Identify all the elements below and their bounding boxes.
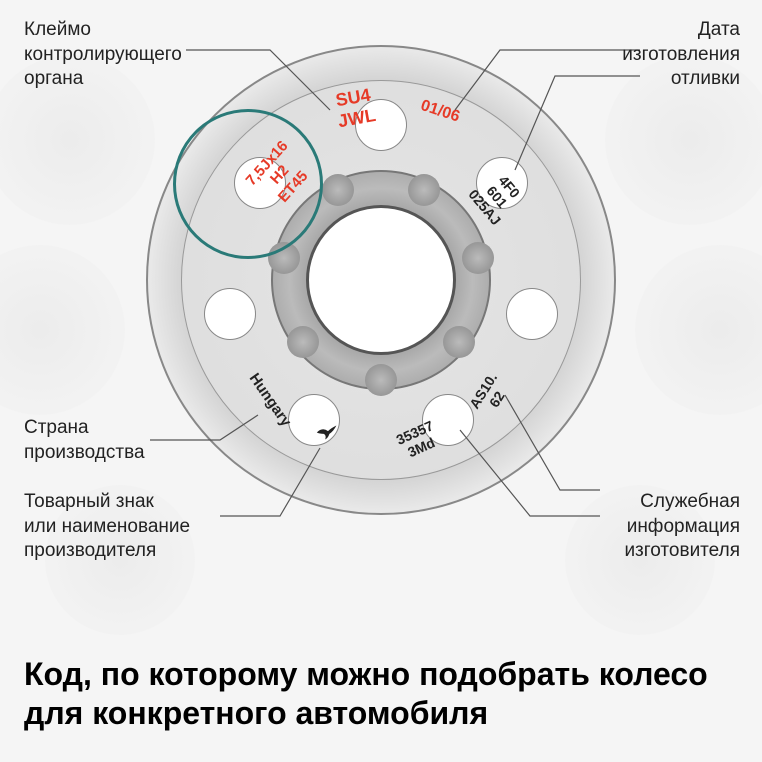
bolt-hole — [506, 288, 558, 340]
bolt-hole — [204, 288, 256, 340]
title: Код, по которому можно подобрать колесо … — [24, 655, 738, 732]
callout-c_country: Страна производства — [24, 416, 145, 465]
wheel-hub — [306, 205, 456, 355]
stud — [287, 326, 319, 358]
callout-c_date: Дата изготовления отливки — [622, 18, 740, 92]
stud — [408, 174, 440, 206]
diagram-container: 7,5Jx16 H2 ET45SU4 JWL01/064F0 601 025AJ… — [0, 0, 762, 762]
stud — [443, 326, 475, 358]
callout-c_service: Служебная информация изготовителя — [624, 490, 740, 564]
callout-c_cert: Клеймо контролирующего органа — [24, 18, 182, 92]
bg-spoke — [0, 245, 125, 415]
marking-cert: SU4 JWL — [333, 84, 378, 131]
callout-c_brand: Товарный знак или наименование производи… — [24, 490, 190, 564]
stud — [462, 242, 494, 274]
stud — [322, 174, 354, 206]
bg-spoke — [635, 245, 762, 415]
stud — [365, 364, 397, 396]
trademark-bird-icon — [314, 419, 342, 452]
